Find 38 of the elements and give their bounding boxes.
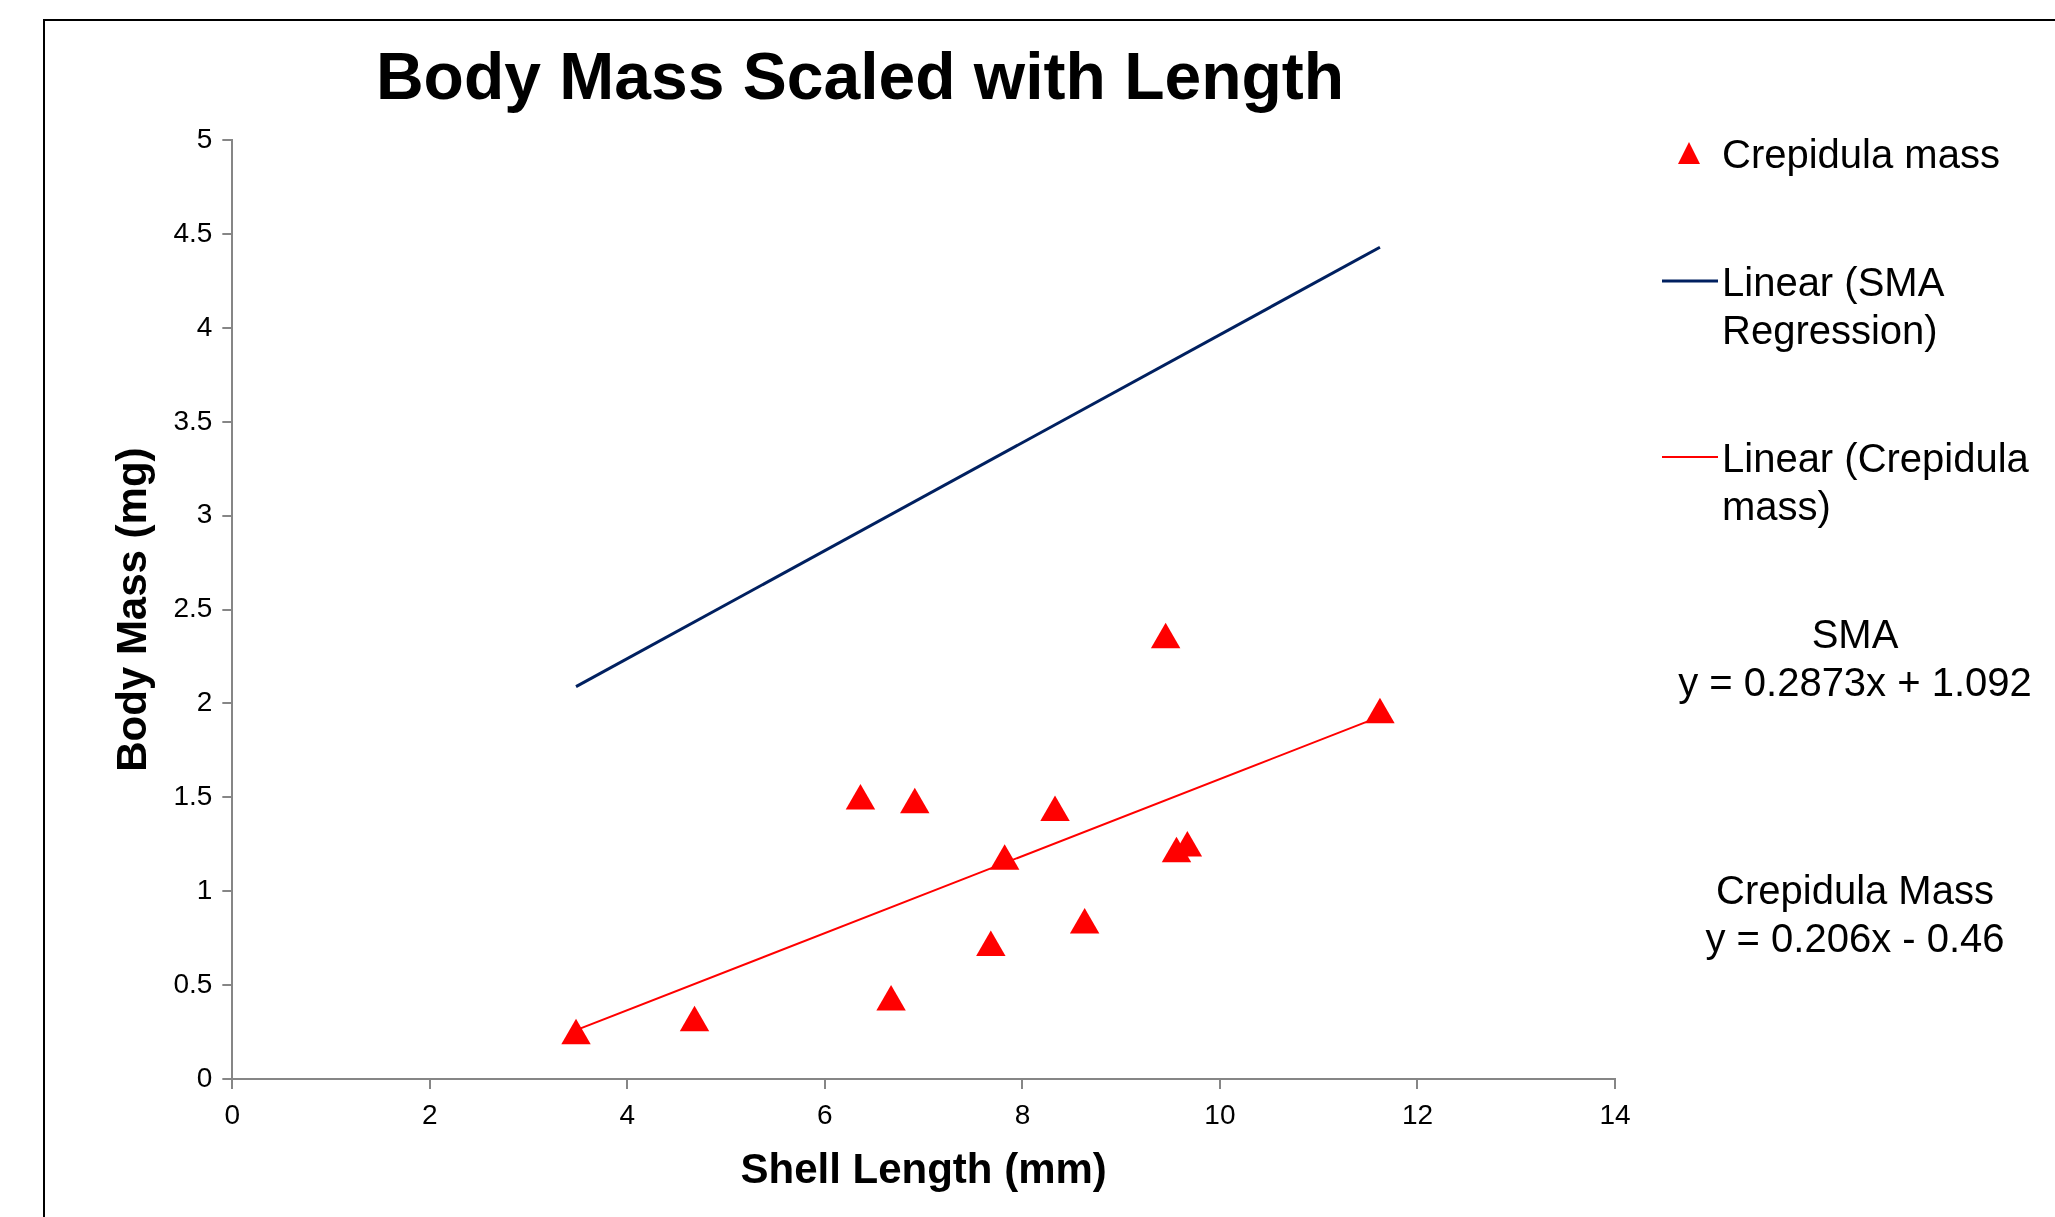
y-tick-label: 3.5 <box>173 404 213 436</box>
text: SMA y = 0.2873x + 1.092 <box>1677 611 2033 706</box>
point <box>876 985 906 1011</box>
point <box>900 787 930 814</box>
point <box>1365 697 1395 724</box>
y-tick-label: 0.5 <box>173 967 213 999</box>
chart-title: Body Mass Scaled with Length <box>375 38 1345 113</box>
legend-label: Linear (Crepidula mass) <box>1722 435 2030 530</box>
x-tick-label: 14 <box>1599 1098 1631 1130</box>
legend-label: Linear (SMA Regression) <box>1722 259 1944 354</box>
x-tick-label: 0 <box>224 1098 241 1130</box>
legend-label: Crepidula mass <box>1722 131 2000 178</box>
text: Crepidula Mass y = 0.206x - 0.46 <box>1704 867 2006 962</box>
x-tick-label: 12 <box>1401 1098 1434 1130</box>
point <box>679 1005 710 1032</box>
x-tick-label: 6 <box>817 1098 833 1130</box>
y-tick-label: 2 <box>196 686 213 718</box>
point <box>1040 795 1070 821</box>
y-tick-label: 1 <box>196 873 213 905</box>
x-tick-label: 10 <box>1204 1098 1236 1130</box>
point <box>1069 908 1100 934</box>
point <box>1150 622 1181 649</box>
x-tick-label: 8 <box>1014 1098 1031 1130</box>
y-tick-label: 4.5 <box>173 216 213 248</box>
point <box>561 1018 591 1045</box>
y-tick-label: 5 <box>196 122 213 154</box>
x-tick-label: 4 <box>619 1098 636 1130</box>
y-tick-label: 0 <box>196 1061 213 1093</box>
y-tick-label: 2.5 <box>173 592 213 624</box>
y-tick-label: 3 <box>196 498 213 530</box>
x-tick-label: 2 <box>422 1098 438 1130</box>
y-axis-title: Body Mass (mg) <box>107 447 155 772</box>
y-tick-label: 4 <box>196 310 213 342</box>
x-axis-title: Shell Length (mm) <box>740 1145 1107 1193</box>
y-tick-label: 1.5 <box>173 780 213 812</box>
point <box>976 930 1006 957</box>
point <box>989 844 1020 870</box>
point <box>845 784 876 810</box>
